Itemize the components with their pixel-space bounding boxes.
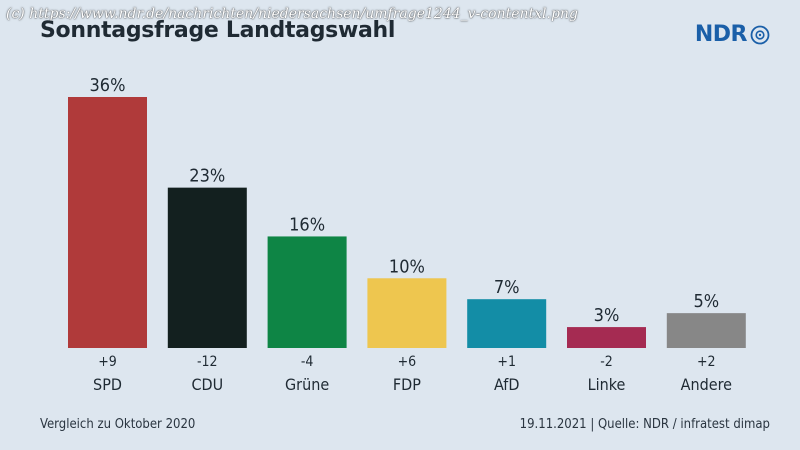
bar-linke xyxy=(567,327,646,348)
bar-spd xyxy=(68,97,147,348)
value-label-andere: 5% xyxy=(693,291,719,312)
bar-fdp xyxy=(367,278,447,348)
value-label-fdp: 10% xyxy=(389,256,425,277)
bar-andere xyxy=(666,313,746,348)
change-label-fdp: +6 xyxy=(398,354,417,370)
category-label-andere: Andere xyxy=(681,375,733,394)
category-label-fdp: FDP xyxy=(393,375,421,394)
change-label-linke: -2 xyxy=(600,354,613,370)
category-label-cdu: CDU xyxy=(191,375,223,394)
date-source-note: 19.11.2021 | Quelle: NDR / infratest dim… xyxy=(519,417,770,432)
category-label-spd: SPD xyxy=(93,375,122,394)
change-label-afd: +1 xyxy=(497,354,516,370)
copyright-watermark: (c) https://www.ndr.de/nachrichten/niede… xyxy=(6,6,578,22)
category-label-linke: Linke xyxy=(588,375,626,394)
value-label-linke: 3% xyxy=(594,305,620,326)
change-label-gruene: -4 xyxy=(301,354,314,370)
value-label-gruene: 16% xyxy=(289,214,325,235)
category-label-afd: AfD xyxy=(494,375,519,394)
chart-title: Sonntagsfrage Landtagswahl xyxy=(40,18,396,43)
ndr-logo-text: NDR xyxy=(694,22,748,47)
value-label-cdu: 23% xyxy=(189,166,225,187)
change-label-cdu: -12 xyxy=(197,354,218,370)
bar-cdu xyxy=(167,187,247,348)
ndr-logo: NDR xyxy=(695,22,770,47)
category-label-gruene: Grüne xyxy=(285,375,329,394)
bar-afd xyxy=(467,299,547,348)
ard-eye-icon xyxy=(750,25,770,44)
comparison-note: Vergleich zu Oktober 2020 xyxy=(40,417,196,432)
value-label-spd: 36% xyxy=(90,75,126,96)
value-label-afd: 7% xyxy=(494,277,520,298)
bar-gruene xyxy=(267,236,347,348)
change-label-andere: +2 xyxy=(697,354,716,370)
change-label-spd: +9 xyxy=(98,354,117,370)
